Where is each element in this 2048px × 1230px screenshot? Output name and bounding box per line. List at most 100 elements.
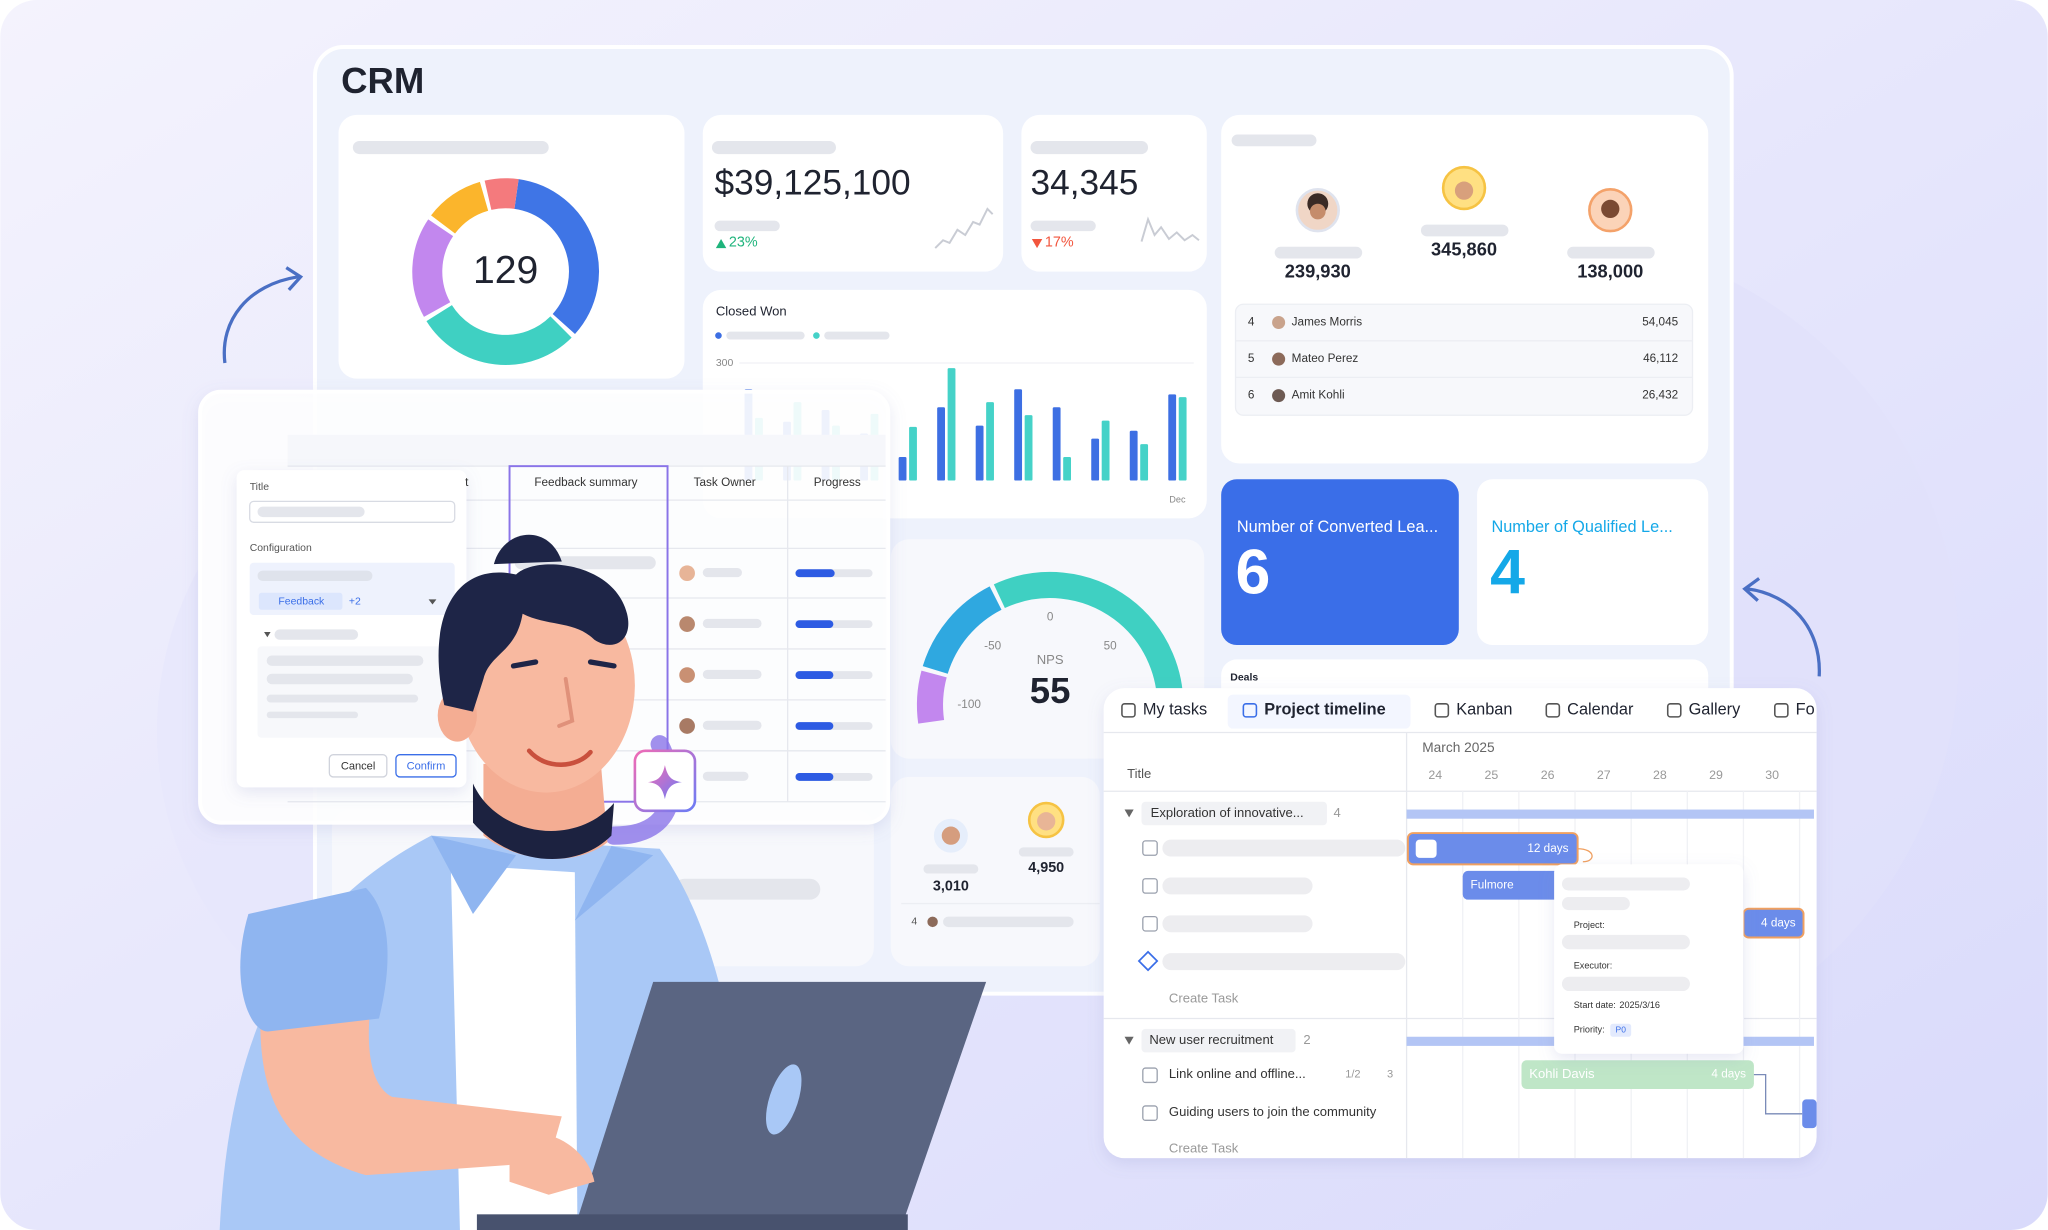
podium-value: 138,000: [1577, 261, 1643, 282]
hair: [438, 564, 629, 712]
tab[interactable]: Calendar: [1567, 701, 1634, 719]
card: [890, 776, 1100, 967]
tab[interactable]: Project timeline: [1264, 701, 1385, 719]
task-bar[interactable]: [1802, 1099, 1817, 1129]
placeholder: [1018, 847, 1074, 857]
bar: [986, 402, 994, 481]
bar: [1091, 438, 1100, 481]
tab-icon: [1666, 703, 1682, 718]
card-label: Number of Qualified Le...: [1491, 518, 1672, 536]
avatar: [927, 916, 938, 928]
placeholder: [1420, 224, 1509, 237]
milestone-icon: [1137, 950, 1159, 972]
tag: Feedback: [278, 597, 325, 608]
task-bar[interactable]: [1462, 870, 1568, 900]
tab[interactable]: Kanban: [1456, 701, 1512, 719]
avatar-face: [941, 826, 961, 845]
legend-dot: [813, 332, 820, 339]
bar: [937, 407, 946, 481]
task-name: Guiding users to join the community: [1169, 1104, 1377, 1119]
gauge-segment: [993, 571, 1184, 724]
tab[interactable]: Gallery: [1689, 701, 1742, 719]
gauge-label: NPS: [1037, 652, 1064, 667]
button-label[interactable]: Cancel: [341, 760, 375, 772]
confirm-button[interactable]: [395, 754, 457, 778]
arrow: [222, 275, 299, 364]
task-name: Link online and offline...: [1169, 1066, 1306, 1081]
metric-change: 17%: [1045, 235, 1074, 251]
dependency: [1753, 1073, 1803, 1115]
popup-label: Start date:: [1574, 1000, 1616, 1010]
rank: 6: [1248, 389, 1255, 402]
day: 30: [1765, 768, 1779, 782]
bar: [1024, 415, 1033, 481]
tag-chip: [258, 592, 343, 610]
avatar: [1272, 389, 1286, 403]
dependency: [1577, 848, 1593, 863]
gauge-scale: -100: [957, 698, 981, 711]
tab-icon: [1434, 703, 1450, 718]
card: [1221, 479, 1459, 646]
donut-segment: [431, 181, 489, 234]
collapse-caret[interactable]: [1124, 809, 1134, 818]
task-bar[interactable]: [1521, 1060, 1754, 1089]
popup-label: Project:: [1574, 920, 1605, 930]
popup-label: Executor:: [1574, 961, 1613, 971]
name: Amit Kohli: [1292, 389, 1345, 402]
down-arrow: [1031, 238, 1043, 249]
title: CRM: [341, 60, 424, 101]
bar-handle: [1415, 839, 1437, 858]
eye: [510, 659, 539, 669]
gauge-value: 55: [1030, 670, 1071, 711]
bar: [1063, 457, 1072, 481]
create-task[interactable]: Create Task: [1169, 990, 1239, 1005]
gauge-scale: 50: [1104, 639, 1118, 652]
sparkline: [1140, 216, 1200, 242]
podium-value: 345,860: [1431, 239, 1497, 260]
group-count: 4: [1333, 805, 1340, 820]
bar: [947, 368, 956, 481]
placeholder: [824, 331, 890, 340]
avatar-face: [1601, 199, 1620, 219]
button-label[interactable]: Confirm: [407, 760, 446, 772]
subtask-count: 1/2: [1345, 1069, 1360, 1081]
tab[interactable]: My tasks: [1143, 701, 1207, 719]
contact-value: 4,950: [1028, 860, 1064, 876]
bar: [909, 426, 917, 481]
field-label: Configuration: [250, 543, 312, 554]
cancel-button[interactable]: [328, 754, 388, 778]
collapse-caret[interactable]: [1124, 1036, 1134, 1045]
tag-more: +2: [349, 597, 361, 608]
rank: 4: [1248, 316, 1255, 329]
value: 26,432: [1642, 389, 1678, 402]
day: 28: [1653, 768, 1667, 782]
nose: [557, 677, 575, 728]
gauge-segment: [922, 586, 1002, 675]
group-chip: [1141, 1028, 1296, 1053]
laptop-base: [476, 1214, 908, 1230]
create-task[interactable]: Create Task: [1169, 1140, 1239, 1155]
ai-sparkle: [647, 765, 682, 800]
ranking-table: [1234, 303, 1694, 416]
column-header: Feedback summary: [534, 476, 637, 489]
sleeve: [240, 887, 388, 1032]
collar: [574, 846, 654, 921]
collar: [431, 835, 517, 915]
placeholder: [711, 141, 836, 155]
avatar: [1272, 315, 1286, 330]
tab-icon: [1242, 703, 1258, 718]
donut-total: 129: [473, 249, 538, 292]
rank: 4: [911, 917, 917, 928]
card-value: 6: [1236, 538, 1271, 608]
contact-value: 3,010: [933, 878, 969, 894]
x-tick-label: Dec: [1169, 495, 1186, 505]
up-arrow: [715, 238, 727, 249]
owner-cells: [679, 565, 762, 781]
table-top: [287, 434, 886, 467]
progress-cells: [795, 569, 873, 781]
tab[interactable]: Fo: [1796, 701, 1815, 719]
popup-value: 2025/3/16: [1619, 1000, 1660, 1010]
laptop-logo: [766, 1064, 802, 1135]
placeholder: [1030, 141, 1149, 155]
avatar-face: [1309, 203, 1326, 220]
